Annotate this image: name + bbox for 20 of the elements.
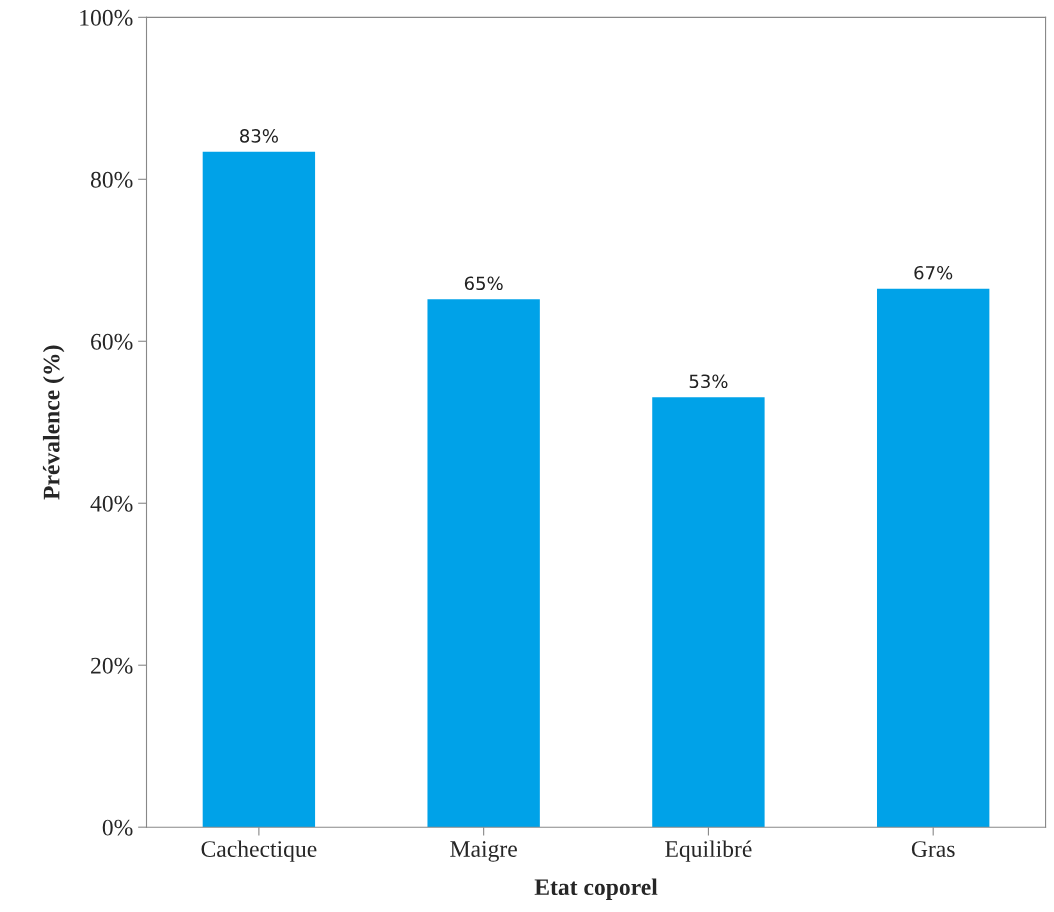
x-tick-label: Maigre [450,841,517,862]
data-label: 65% [464,276,503,291]
data-label: 53% [689,374,728,389]
data-label: 83% [240,129,278,143]
bar [202,151,316,828]
x-tick-label: Cachectique [201,840,317,862]
data-label: 67% [914,265,953,280]
y-tick-label: 60% [91,333,133,350]
bar [652,397,765,828]
y-axis-title: Prévalence (%) [42,345,65,500]
y-tick-label: 40% [90,495,133,512]
x-tick-label: Gras [911,841,955,857]
y-tick-label: 80% [90,171,133,188]
x-axis-title: Etat coporel [534,878,658,900]
y-tick-label: 100% [80,9,133,26]
y-tick-label: 20% [91,657,133,674]
x-tick-label: Equilibré [665,840,752,862]
y-tick-label: 0% [102,819,133,836]
bar [876,288,990,828]
bar [427,299,540,828]
